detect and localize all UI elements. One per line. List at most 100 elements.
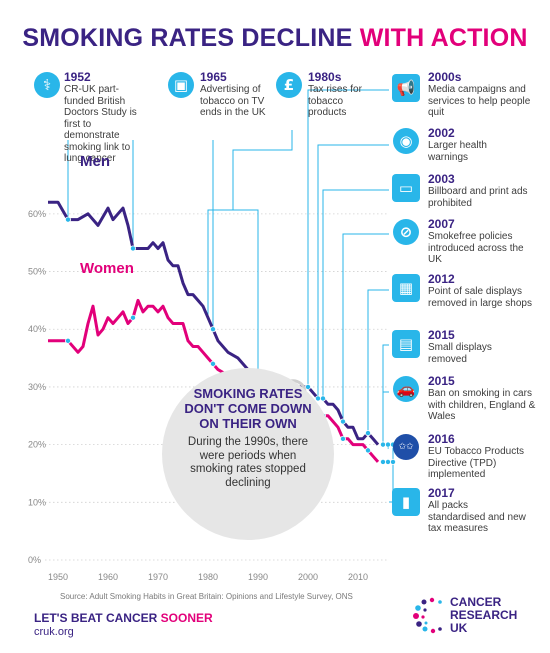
event-year: 2015 bbox=[428, 374, 455, 388]
event-text: Larger health warnings bbox=[428, 140, 487, 163]
data-point bbox=[209, 360, 216, 367]
data-point bbox=[389, 458, 396, 465]
data-point bbox=[209, 326, 216, 333]
event-2007: 2007 Smokefree policies introduced acros… bbox=[428, 217, 528, 266]
event-connector bbox=[307, 89, 389, 387]
event-1952: 1952 CR-UK part-funded British Doctors S… bbox=[64, 70, 140, 165]
data-point bbox=[319, 395, 326, 402]
data-point bbox=[129, 314, 136, 321]
event-text: CR-UK part-funded British Doctors Study … bbox=[64, 84, 137, 164]
event-2012: 2012 Point of sale displays removed in l… bbox=[428, 272, 532, 309]
event-1980s: 1980s Tax rises for tobacco products bbox=[308, 70, 374, 119]
event-year: 1952 bbox=[64, 70, 91, 84]
stethoscope-icon: ⚕ bbox=[34, 72, 60, 98]
billboard-icon: ▭ bbox=[392, 174, 420, 202]
y-tick-label: 40% bbox=[28, 324, 46, 334]
data-point bbox=[339, 418, 346, 425]
data-point bbox=[384, 441, 391, 448]
y-tick-label: 20% bbox=[28, 440, 46, 450]
event-text: All packs standardised and new tax measu… bbox=[428, 500, 526, 534]
display-icon: ▦ bbox=[392, 274, 420, 302]
event-1965: 1965 Advertising of tobacco on TV ends i… bbox=[200, 70, 266, 119]
event-year: 2012 bbox=[428, 272, 455, 286]
y-tick-label: 60% bbox=[28, 209, 46, 219]
y-tick-label: 0% bbox=[28, 555, 41, 565]
event-2016: 2016 EU Tobacco Products Directive (TPD)… bbox=[428, 432, 536, 481]
data-point bbox=[129, 245, 136, 252]
y-tick-label: 10% bbox=[28, 497, 46, 507]
event-text: Billboard and print ads prohibited bbox=[428, 186, 528, 209]
event-text: Point of sale displays removed in large … bbox=[428, 286, 532, 309]
event-text: Ban on smoking in cars with children, En… bbox=[428, 388, 536, 422]
y-tick-label: 30% bbox=[28, 382, 46, 392]
title-part2: WITH ACTION bbox=[359, 24, 528, 52]
tv-icon: ▣ bbox=[168, 72, 194, 98]
x-tick-label: 2000 bbox=[298, 572, 318, 582]
women-series-label: Women bbox=[80, 260, 134, 277]
data-point bbox=[364, 447, 371, 454]
event-connector bbox=[367, 289, 389, 434]
callout-bubble: SMOKING RATES DON'T COME DOWN ON THEIR O… bbox=[162, 368, 334, 540]
event-year: 2016 bbox=[428, 432, 455, 446]
source-note: Source: Adult Smoking Habits in Great Br… bbox=[60, 592, 353, 601]
event-2003: 2003 Billboard and print ads prohibited bbox=[428, 172, 528, 209]
no-smoking-icon: ⊘ bbox=[393, 219, 419, 245]
data-point bbox=[304, 383, 311, 390]
brand-line3: UK bbox=[450, 621, 468, 635]
data-point bbox=[379, 441, 386, 448]
event-connector bbox=[322, 189, 389, 399]
event-year: 2017 bbox=[428, 486, 455, 500]
event-year: 1980s bbox=[308, 70, 342, 84]
x-tick-label: 1980 bbox=[198, 572, 218, 582]
event-connector bbox=[382, 391, 389, 445]
site-url: cruk.org bbox=[34, 626, 74, 638]
data-point bbox=[384, 458, 391, 465]
event-year: 2003 bbox=[428, 172, 455, 186]
event-connector bbox=[382, 344, 389, 445]
y-tick-label: 50% bbox=[28, 267, 46, 277]
cruk-logo-icon bbox=[413, 597, 442, 634]
event-2015-cars: 2015 Ban on smoking in cars with childre… bbox=[428, 374, 536, 423]
data-point bbox=[65, 337, 72, 344]
x-tick-label: 1990 bbox=[248, 572, 268, 582]
data-point bbox=[339, 435, 346, 442]
series-line-men bbox=[48, 200, 380, 446]
event-year: 2007 bbox=[428, 217, 455, 231]
megaphone-icon: 📢 bbox=[392, 74, 420, 102]
callout-heading: SMOKING RATES DON'T COME DOWN ON THEIR O… bbox=[184, 386, 312, 431]
men-series-label: Men bbox=[80, 153, 110, 170]
event-text: EU Tobacco Products Directive (TPD) impl… bbox=[428, 446, 524, 480]
event-2000s: 2000s Media campaigns and services to he… bbox=[428, 70, 536, 119]
event-2002: 2002 Larger health warnings bbox=[428, 126, 528, 163]
eye-icon: ◉ bbox=[393, 128, 419, 154]
slogan-part-b: SOONER bbox=[160, 611, 213, 625]
brand-line1: CANCER bbox=[450, 595, 502, 609]
event-connector bbox=[207, 130, 293, 382]
x-tick-label: 1950 bbox=[48, 572, 68, 582]
event-year: 2000s bbox=[428, 70, 462, 84]
data-point bbox=[379, 458, 386, 465]
small-display-icon: ▤ bbox=[392, 330, 420, 358]
brand-line2: RESEARCH bbox=[450, 608, 518, 622]
eu-flag-icon: ✩✩ bbox=[393, 434, 419, 460]
event-text: Media campaigns and services to help peo… bbox=[428, 84, 531, 118]
event-text: Advertising of tobacco on TV ends in the… bbox=[200, 84, 266, 118]
event-year: 2015 bbox=[428, 328, 455, 342]
slogan: LET'S BEAT CANCER SOONER bbox=[34, 611, 213, 625]
x-tick-label: 1960 bbox=[98, 572, 118, 582]
event-connector bbox=[317, 144, 389, 399]
event-2017: 2017 All packs standardised and new tax … bbox=[428, 486, 528, 535]
event-text: Tax rises for tobacco products bbox=[308, 84, 362, 118]
page-title: SMOKING RATES DECLINE WITH ACTION bbox=[0, 24, 550, 53]
x-tick-label: 1970 bbox=[148, 572, 168, 582]
brand-name: CANCER RESEARCH UK bbox=[450, 596, 517, 635]
callout-body: During the 1990s, there were periods whe… bbox=[187, 436, 309, 489]
pound-icon: £ bbox=[276, 72, 302, 98]
slogan-part-a: LET'S BEAT CANCER bbox=[34, 611, 158, 625]
event-text: Small displays removed bbox=[428, 342, 492, 365]
event-year: 1965 bbox=[200, 70, 227, 84]
car-icon: 🚗 bbox=[393, 376, 419, 402]
event-2015-displays: 2015 Small displays removed bbox=[428, 328, 528, 365]
data-point bbox=[65, 216, 72, 223]
